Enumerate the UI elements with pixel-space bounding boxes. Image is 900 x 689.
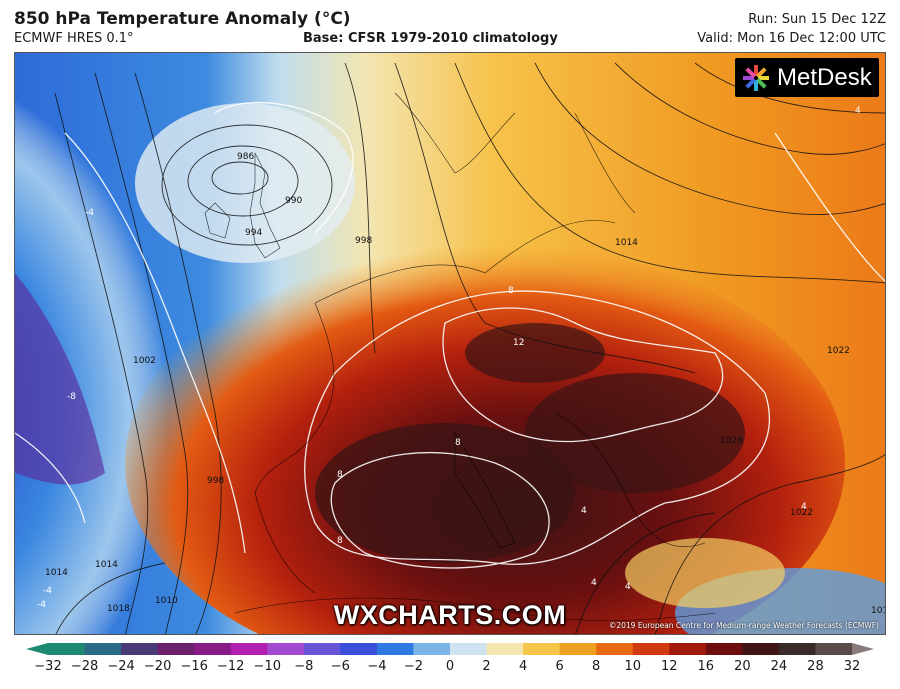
colorbar-tick-label: 16 [697,659,715,674]
colorbar-cell [632,643,670,655]
isobar-label: 1002 [133,356,156,366]
anomaly-label: 4 [625,582,631,592]
colorbar-arrow-left [26,643,48,655]
isobar-label: 1022 [790,508,813,518]
colorbar-tick-label: −4 [367,659,387,674]
colorbar-cell [157,643,195,655]
colorbar-tick-label: −2 [403,659,424,674]
logo-text: MetDesk [777,63,872,91]
colorbar-tick-label: −6 [330,659,350,674]
colorbar-tick-label: −16 [180,659,208,674]
colorbar-cell [450,643,488,655]
colorbar-cell [778,643,816,655]
model-label: ECMWF HRES 0.1° [14,31,134,46]
isobar-label: 990 [285,196,302,206]
colorbar-tick-label: −12 [217,659,245,674]
isobar-label: 986 [237,152,254,162]
colorbar-tick-label: 4 [518,659,528,674]
colorbar-cell [340,643,378,655]
isobar-label: 1022 [827,346,850,356]
run-time-label: Run: Sun 15 Dec 12Z [748,12,886,27]
anomaly-label: 8 [337,470,343,480]
colorbar-tick-label: 20 [734,659,751,674]
isobar-label: 1018 [107,604,130,614]
anomaly-label: 8 [508,286,514,296]
colorbar-cell [486,643,524,655]
colorbar-cell [48,643,86,655]
watermark: WXCHARTS.COM [333,600,567,630]
colorbar-tick-label: 8 [592,659,601,674]
isobar-label: 1014 [871,606,886,616]
colorbar-cell [705,643,743,655]
anomaly-label: 4 [581,506,587,516]
colorbar-cell [303,643,341,655]
colorbar-cell [815,643,853,655]
anomaly-contours [15,102,885,569]
anomaly-label: 8 [455,438,461,448]
colorbar-tick-label: 32 [843,659,861,674]
colorbar-cell [267,643,305,655]
colorbar-cell [121,643,159,655]
colorbar-cell [559,643,597,655]
colorbar-cell [596,643,634,655]
anomaly-label: 8 [337,536,343,546]
anomaly-label: 12 [513,338,524,348]
colorbar-tick-label: 2 [482,659,491,674]
colorbar-tick-label: 10 [624,659,641,674]
isobar-label: 994 [245,228,262,238]
anomaly-label: -4 [43,586,52,596]
colorbar-cell [413,643,451,655]
anomaly-label: 4 [855,106,861,116]
metdesk-logo: MetDesk [735,58,879,97]
isobar-label: 998 [207,476,224,486]
colorbar-cell [742,643,780,655]
colorbar-tick-labels: −32 −28 −24 −20 −16 −12 −10 −8 −6 −4 −2 0 2 4 6 8 10 12 16… [0,659,900,679]
anomaly-label: -8 [67,392,76,402]
isobar-label: 1010 [155,596,178,606]
colorbar-tick-label: 12 [660,659,678,674]
colorbar-arrow-right [852,643,874,655]
anomaly-label: 4 [591,578,597,588]
anomaly-label: -4 [85,208,94,218]
colorbar-tick-label: −24 [107,659,135,674]
valid-time-label: Valid: Mon 16 Dec 12:00 UTC [697,31,886,46]
colorbar-tick-label: 0 [445,659,455,674]
metdesk-star-icon [743,64,769,91]
colorbar-cell [523,643,561,655]
colorbar-cell [376,643,414,655]
colorbar-tick-label: −8 [294,659,314,674]
map-canvas: 986 990 994 998 1002 998 1014 1010 1018 1014 1014 1… [15,53,886,634]
colorbar-tick-label: −28 [70,659,99,674]
colorbar-tick-label: 24 [770,659,788,674]
anomaly-label: 4 [801,502,807,512]
isobar-label: 1026 [720,436,743,446]
colorbar-cell [84,643,122,655]
colorbar-tick-label: −10 [253,659,281,674]
isobar-label: 1014 [615,238,638,248]
colorbar [26,643,874,655]
isobar-label: 1014 [95,560,118,570]
coastlines [204,92,716,621]
colorbar-tick-label: −32 [34,659,62,674]
anomaly-map: 986 990 994 998 1002 998 1014 1010 1018 1014 1014 1… [14,52,886,635]
copyright-notice: ©2019 European Centre for Medium-range W… [608,621,879,630]
colorbar-tick-label: 6 [555,659,564,674]
colorbar-tick-label: 28 [807,659,824,674]
isobar-lines [54,62,885,634]
isobar-label: 1014 [45,568,68,578]
isobar-label: 998 [355,236,372,246]
chart-title: 850 hPa Temperature Anomaly (°C) [14,9,351,29]
chart-header: 850 hPa Temperature Anomaly (°C) ECMWF H… [0,0,900,52]
colorbar-cell [194,643,232,655]
colorbar-cell [669,643,707,655]
anomaly-label: -4 [37,600,46,610]
base-climatology-label: Base: CFSR 1979-2010 climatology [303,31,558,46]
colorbar-cell [230,643,268,655]
colorbar-tick-label: −20 [143,659,172,674]
